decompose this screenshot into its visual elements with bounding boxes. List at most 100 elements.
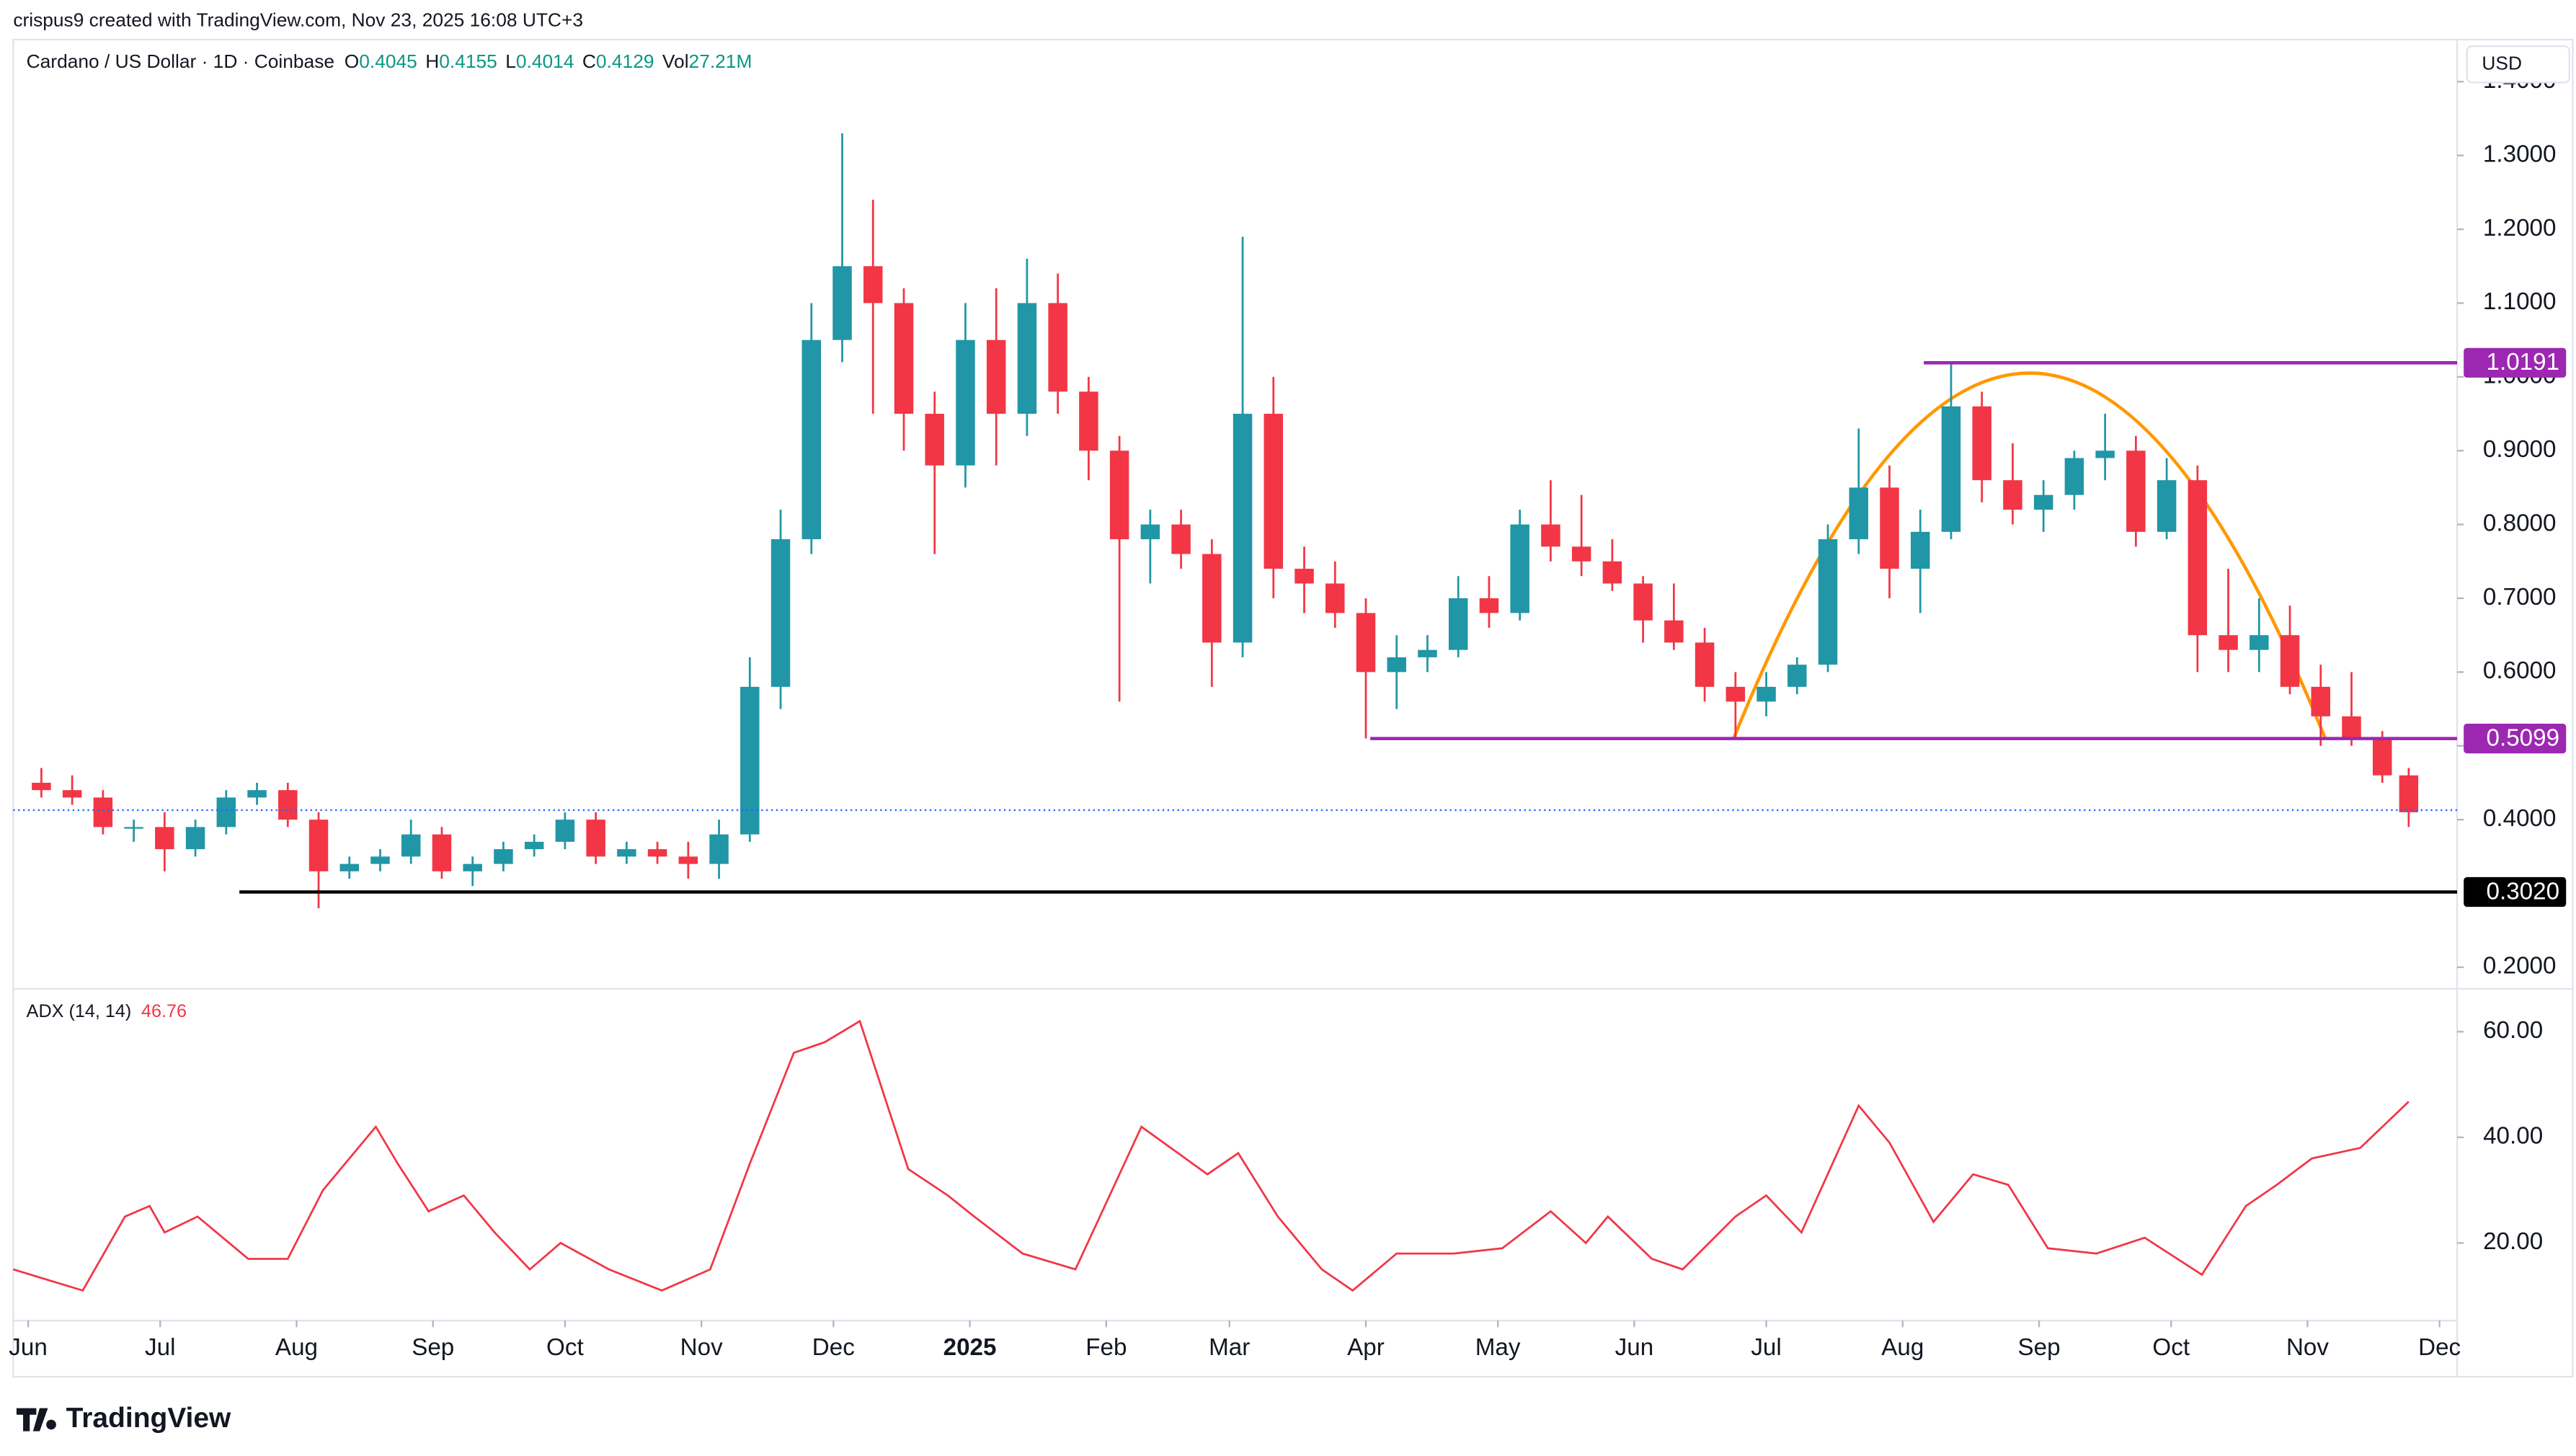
candle-body (2157, 480, 2177, 532)
candle-body (2188, 480, 2208, 636)
candle-body (863, 266, 883, 303)
frame (12, 38, 2574, 1378)
currency-box-cover (2466, 45, 2570, 84)
indicator-value: 46.76 (141, 1001, 187, 1021)
x-tick-label: Apr (1347, 1334, 1385, 1361)
y-tick-label: 0.8000 (2483, 510, 2557, 536)
candle-body (339, 864, 359, 871)
candle-body (2373, 738, 2392, 776)
candle-body (2311, 686, 2331, 716)
candle-body (1387, 657, 1406, 672)
level-label: 0.3020 (2487, 878, 2560, 905)
candle-body (124, 827, 143, 829)
candle-body (2033, 494, 2053, 510)
level-badge (2464, 876, 2567, 907)
indicator-title: ADX (14, 14) (27, 1001, 132, 1021)
candle-body (308, 820, 329, 871)
candle-body (1202, 554, 1222, 643)
candle-body (925, 414, 944, 466)
candle-body (1233, 414, 1253, 643)
legend-label: Vol (662, 50, 689, 72)
candle-body (1263, 414, 1284, 569)
candle-body (1633, 583, 1653, 621)
candle-body (1972, 406, 1991, 481)
candle-body (432, 834, 452, 871)
candle-body (401, 834, 421, 857)
candle-body (2219, 635, 2238, 650)
candle-body (278, 790, 298, 820)
x-tick-label: 2025 (943, 1334, 997, 1361)
candle-body (155, 827, 174, 850)
candle-body (770, 539, 791, 687)
candle-body (617, 849, 636, 857)
x-tick-label: Oct (2152, 1334, 2190, 1361)
candle-body (1171, 524, 1191, 554)
y-tick-label: 0.4000 (2483, 805, 2557, 832)
candle-body (586, 820, 605, 857)
brand-logo: TradingView (16, 1403, 231, 1434)
x-tick-label: Sep (2018, 1334, 2061, 1361)
y-tick-label: 40.00 (2483, 1123, 2543, 1150)
candle-body (1849, 487, 1869, 540)
legend-label: O (345, 50, 359, 72)
candle-body (1048, 303, 1067, 392)
candle-body (1910, 531, 1930, 569)
y-tick-label: 0.9000 (2483, 436, 2557, 463)
candle-body (1510, 524, 1529, 613)
x-tick-label: Nov (680, 1334, 723, 1361)
legend-value: 0.4129 (596, 50, 654, 72)
candle-body (1602, 561, 1622, 584)
x-tick-label: May (1475, 1334, 1521, 1361)
candle-body (2280, 635, 2300, 687)
symbol-title: Cardano / US Dollar · 1D · Coinbase (27, 50, 334, 72)
candle-body (832, 266, 852, 340)
candle-body (1756, 686, 1776, 702)
attribution: crispus9 created with TradingView.com, N… (13, 9, 583, 31)
y-tick-label: 20.00 (2483, 1228, 2543, 1255)
candle-body (463, 864, 482, 871)
candle-body (1695, 642, 1715, 687)
symbol-legend: Cardano / US Dollar · 1D · Coinbase O 0.40… (27, 50, 752, 72)
logo-icon (16, 1408, 56, 1431)
y-tick-label: 1.3000 (2483, 141, 2557, 167)
x-tick-label: Jun (9, 1334, 48, 1361)
candle-body (678, 856, 698, 864)
candle-body (247, 790, 267, 798)
candle-body (956, 339, 975, 466)
y-tick-label: 0.2000 (2483, 953, 2557, 980)
candle-body (1541, 524, 1560, 547)
x-tick-label: Dec (2418, 1334, 2461, 1361)
candle-body (185, 827, 205, 850)
candle-body (216, 797, 236, 827)
legend-label: C (582, 50, 596, 72)
candle-body (524, 841, 544, 850)
y-tick-label: 60.00 (2483, 1017, 2543, 1044)
candle-body (740, 686, 760, 835)
candle-body (2342, 716, 2361, 739)
level-badge (2464, 724, 2567, 754)
y-tick-label: 1.2000 (2483, 215, 2557, 241)
candle-body (1941, 406, 1961, 532)
candle-body (801, 339, 822, 540)
legend-value: 0.4014 (516, 50, 574, 72)
candle-body (986, 339, 1006, 414)
candle-body (32, 782, 51, 791)
y-tick-label: 0.6000 (2483, 657, 2557, 684)
y-tick-label: 0.7000 (2483, 584, 2557, 611)
candle-body (1726, 686, 1746, 702)
candle-body (2095, 450, 2115, 458)
candle-body (1017, 303, 1037, 414)
legend-label: H (425, 50, 439, 72)
y-tick-label: 1.1000 (2483, 288, 2557, 315)
candle-body (1479, 598, 1499, 613)
x-tick-label: Feb (1085, 1334, 1127, 1361)
legend-value: 0.4155 (439, 50, 497, 72)
candle-body (1664, 620, 1684, 643)
candle-body (2249, 635, 2269, 650)
level-label: 0.5099 (2487, 725, 2560, 752)
level-badge (2464, 347, 2567, 378)
x-tick-label: Nov (2286, 1334, 2329, 1361)
candle-body (2399, 775, 2419, 812)
x-tick-label: Aug (1881, 1334, 1924, 1361)
